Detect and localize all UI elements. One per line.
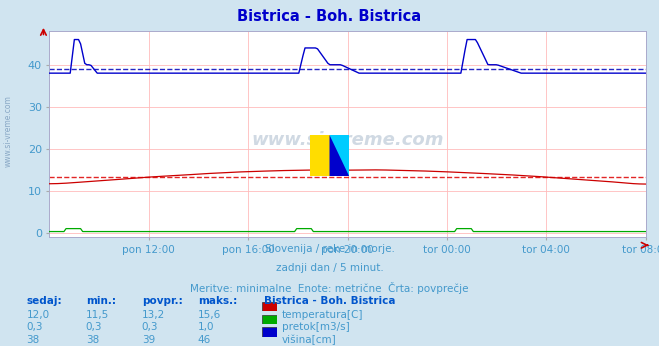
Text: višina[cm]: višina[cm] xyxy=(282,335,337,345)
Text: Meritve: minimalne  Enote: metrične  Črta: povprečje: Meritve: minimalne Enote: metrične Črta:… xyxy=(190,282,469,294)
Text: www.si-vreme.com: www.si-vreme.com xyxy=(3,95,13,167)
Bar xyxy=(330,135,349,176)
Text: Slovenija / reke in morje.: Slovenija / reke in morje. xyxy=(264,244,395,254)
Text: www.si-vreme.com: www.si-vreme.com xyxy=(251,131,444,149)
Text: 0,3: 0,3 xyxy=(26,322,43,333)
Text: pretok[m3/s]: pretok[m3/s] xyxy=(282,322,350,333)
Text: 38: 38 xyxy=(86,335,99,345)
Text: maks.:: maks.: xyxy=(198,296,237,306)
Text: 13,2: 13,2 xyxy=(142,310,165,320)
Text: 0,3: 0,3 xyxy=(86,322,102,333)
Polygon shape xyxy=(330,135,349,176)
Text: 1,0: 1,0 xyxy=(198,322,214,333)
Bar xyxy=(310,135,330,176)
Text: 12,0: 12,0 xyxy=(26,310,49,320)
Text: povpr.:: povpr.: xyxy=(142,296,183,306)
Text: zadnji dan / 5 minut.: zadnji dan / 5 minut. xyxy=(275,263,384,273)
Text: Bistrica - Boh. Bistrica: Bistrica - Boh. Bistrica xyxy=(237,9,422,24)
Text: min.:: min.: xyxy=(86,296,116,306)
Text: 11,5: 11,5 xyxy=(86,310,109,320)
Text: 15,6: 15,6 xyxy=(198,310,221,320)
Text: 46: 46 xyxy=(198,335,211,345)
Text: Bistrica - Boh. Bistrica: Bistrica - Boh. Bistrica xyxy=(264,296,395,306)
Text: temperatura[C]: temperatura[C] xyxy=(282,310,364,320)
Text: 39: 39 xyxy=(142,335,155,345)
Text: 38: 38 xyxy=(26,335,40,345)
Text: sedaj:: sedaj: xyxy=(26,296,62,306)
Text: 0,3: 0,3 xyxy=(142,322,158,333)
